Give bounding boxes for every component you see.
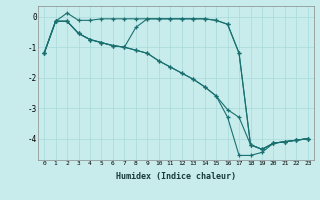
X-axis label: Humidex (Indice chaleur): Humidex (Indice chaleur) — [116, 172, 236, 181]
